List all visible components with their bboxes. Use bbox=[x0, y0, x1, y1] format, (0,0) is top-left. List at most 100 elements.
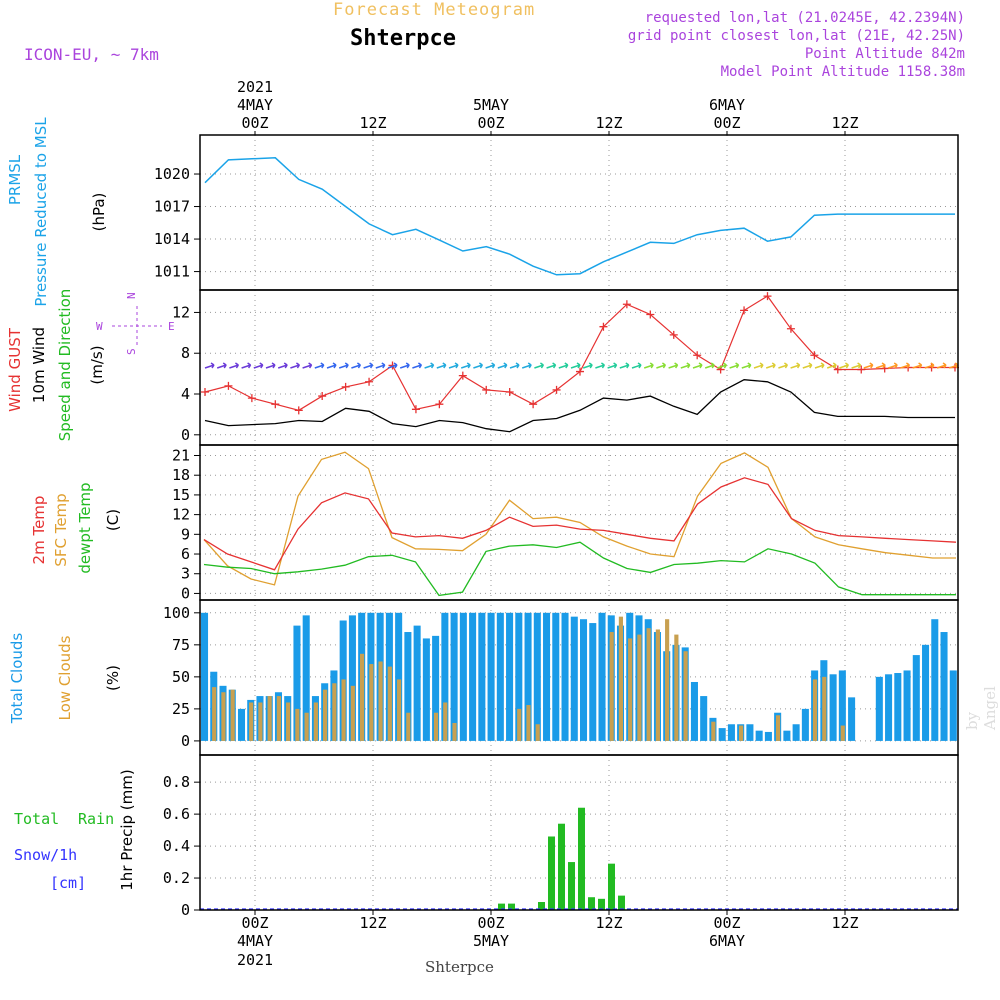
gust-marker bbox=[365, 377, 374, 386]
y-tick-label: 100 bbox=[163, 604, 190, 622]
bottom-day-label: 4MAY bbox=[237, 932, 273, 950]
total-cloud-bar bbox=[598, 612, 606, 741]
gust-marker bbox=[833, 365, 842, 374]
total-cloud-bar bbox=[432, 635, 440, 741]
y-tick-label: 0 bbox=[181, 901, 190, 919]
total-cloud-bar bbox=[792, 724, 800, 741]
snow-unit: [cm] bbox=[50, 874, 86, 892]
wind-direction-label: Speed and Direction bbox=[56, 289, 74, 442]
total-cloud-bar bbox=[848, 697, 856, 741]
low-cloud-bar bbox=[369, 664, 374, 741]
y-tick-label: 12 bbox=[172, 506, 190, 524]
y-tick-label: 18 bbox=[172, 466, 190, 484]
low-cloud-bar bbox=[341, 679, 346, 741]
bottom-hour-label: 00Z bbox=[713, 914, 740, 932]
wind-arrow-icon bbox=[900, 362, 911, 369]
low-cloud-bar bbox=[286, 702, 291, 741]
bottom-hour-label: 12Z bbox=[831, 914, 858, 932]
total-clouds-label: Total Clouds bbox=[8, 633, 26, 725]
total-cloud-bar bbox=[201, 612, 209, 741]
low-cloud-bar bbox=[840, 725, 845, 741]
bottom-hour-label: 12Z bbox=[595, 914, 622, 932]
total-cloud-bar bbox=[441, 612, 449, 741]
total-cloud-bar bbox=[589, 623, 597, 741]
wind-arrow-icon bbox=[826, 362, 837, 369]
rain-bar bbox=[608, 863, 615, 910]
gust-marker bbox=[482, 385, 491, 394]
gust-marker bbox=[411, 405, 420, 414]
wind-arrow-icon bbox=[229, 362, 240, 369]
gust-marker bbox=[552, 385, 561, 394]
y-tick-label: 1011 bbox=[154, 263, 190, 281]
wind-arrow-icon bbox=[802, 362, 813, 369]
wind-arrow-icon bbox=[448, 362, 459, 369]
pressure-line bbox=[204, 157, 955, 276]
wind-arrow-icon bbox=[814, 362, 825, 369]
low-cloud-bar bbox=[249, 702, 254, 741]
low-cloud-bar bbox=[775, 715, 781, 741]
y-tick-label: 0.2 bbox=[163, 869, 190, 887]
gust-marker bbox=[294, 406, 303, 415]
grid-coords: grid point closest lon,lat (21E, 42.25N) bbox=[627, 28, 965, 44]
gust-marker bbox=[740, 306, 749, 315]
wind-arrow-icon bbox=[631, 362, 642, 369]
low-cloud-bar bbox=[276, 696, 281, 741]
total-cloud-bar bbox=[931, 619, 939, 741]
rain-bar bbox=[548, 836, 555, 910]
total-cloud-bar bbox=[459, 612, 467, 741]
total-cloud-bar bbox=[700, 696, 708, 741]
wind-arrow-icon bbox=[424, 362, 435, 369]
low-cloud-bar bbox=[406, 712, 411, 741]
rain-bar bbox=[568, 862, 575, 910]
precip-unit: 1hr Precip (mm) bbox=[118, 769, 136, 890]
y-tick-label: 21 bbox=[172, 447, 190, 465]
low-cloud-bar bbox=[665, 619, 670, 741]
low-cloud-bar bbox=[295, 708, 300, 741]
wind-arrow-icon bbox=[436, 362, 447, 369]
gust-marker bbox=[576, 367, 584, 376]
wind-arrow-icon bbox=[534, 362, 545, 369]
wind-arrow-icon bbox=[241, 362, 252, 369]
wind-arrow-icon bbox=[387, 362, 398, 369]
wind-arrow-icon bbox=[460, 362, 471, 369]
total-cloud-bar bbox=[395, 612, 403, 741]
y-tick-label: 50 bbox=[172, 668, 190, 686]
gust-marker bbox=[786, 324, 795, 333]
y-tick-label: 0.4 bbox=[163, 837, 190, 855]
point-altitude: Point Altitude 842m bbox=[804, 46, 965, 62]
low-cloud-bar bbox=[738, 725, 744, 741]
wind-arrow-icon bbox=[375, 362, 386, 369]
y-tick-label: 0 bbox=[181, 584, 190, 602]
wind-arrow-icon bbox=[887, 362, 898, 369]
wind-arrow-icon bbox=[765, 362, 776, 369]
wind-arrow-icon bbox=[277, 362, 288, 369]
wind-arrow-icon bbox=[741, 362, 752, 369]
y-tick-label: 75 bbox=[172, 636, 190, 654]
y-tick-label: 0 bbox=[181, 426, 190, 444]
gust-marker bbox=[763, 292, 772, 301]
y-tick-label: 9 bbox=[181, 525, 190, 543]
wind-arrow-icon bbox=[582, 362, 593, 369]
wind-speed-line bbox=[204, 379, 955, 433]
wind-arrow-icon bbox=[948, 362, 959, 369]
top-day-label: 6MAY bbox=[709, 96, 745, 114]
data-layer bbox=[200, 157, 959, 910]
compass-cross-icon bbox=[112, 306, 162, 346]
wind-arrow-icon bbox=[216, 362, 227, 369]
low-cloud-bar bbox=[637, 634, 642, 741]
wind-unit: (m/s) bbox=[88, 345, 106, 384]
wind-arrow-icon bbox=[595, 362, 606, 369]
low-cloud-bar bbox=[609, 632, 614, 741]
total-cloud-bar bbox=[469, 612, 477, 741]
low-cloud-bar bbox=[711, 721, 716, 741]
y-tick-label: 0.6 bbox=[163, 805, 190, 823]
bottom-hour-label: 12Z bbox=[359, 914, 386, 932]
y-tick-label: 1017 bbox=[154, 198, 190, 216]
sfc-temp-line bbox=[203, 451, 956, 586]
total-cloud-bar bbox=[348, 615, 356, 741]
total-cloud-bar bbox=[487, 612, 495, 741]
pressure-label: PRMSL bbox=[6, 154, 24, 205]
low-cloud-bar bbox=[212, 687, 217, 741]
total-cloud-bar bbox=[422, 638, 430, 741]
low-cloud-bar bbox=[387, 666, 392, 741]
